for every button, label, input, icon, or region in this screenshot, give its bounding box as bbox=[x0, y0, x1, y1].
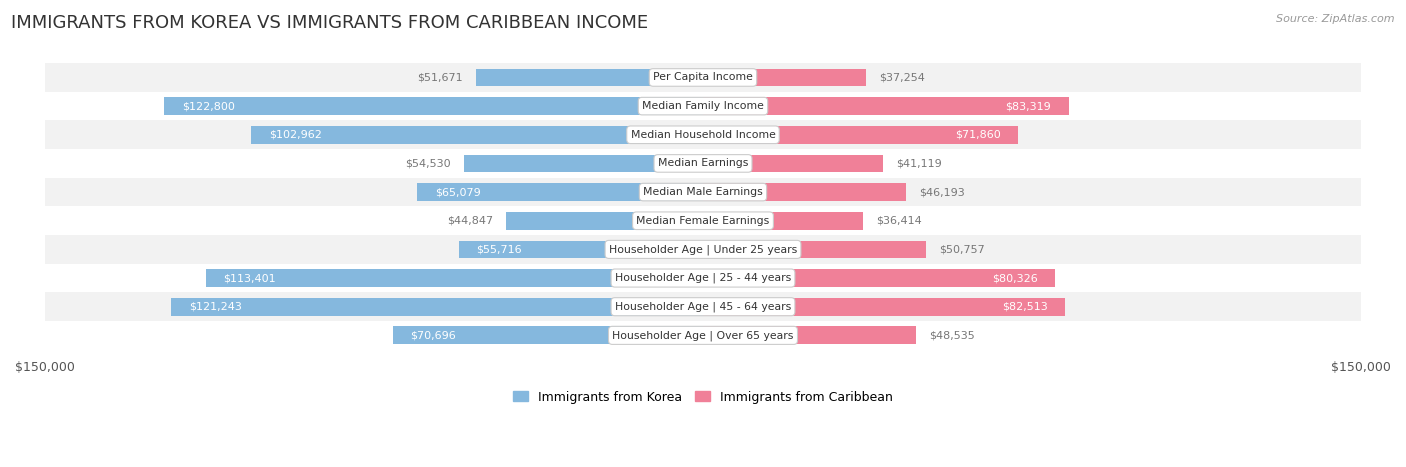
Text: $113,401: $113,401 bbox=[224, 273, 276, 283]
Text: Median Male Earnings: Median Male Earnings bbox=[643, 187, 763, 197]
Bar bbox=[172, 298, 703, 316]
Text: $41,119: $41,119 bbox=[897, 158, 942, 169]
Text: $37,254: $37,254 bbox=[880, 72, 925, 83]
Bar bbox=[165, 97, 703, 115]
Bar bbox=[477, 69, 703, 86]
Text: $46,193: $46,193 bbox=[918, 187, 965, 197]
Bar bbox=[458, 241, 703, 258]
Bar bbox=[703, 298, 1064, 316]
Text: Householder Age | 25 - 44 years: Householder Age | 25 - 44 years bbox=[614, 273, 792, 283]
Bar bbox=[703, 212, 863, 230]
Text: $122,800: $122,800 bbox=[181, 101, 235, 111]
Text: Source: ZipAtlas.com: Source: ZipAtlas.com bbox=[1277, 14, 1395, 24]
Text: $80,326: $80,326 bbox=[993, 273, 1038, 283]
Bar bbox=[45, 235, 1361, 264]
Text: $54,530: $54,530 bbox=[405, 158, 450, 169]
Bar bbox=[45, 178, 1361, 206]
Bar bbox=[703, 155, 883, 172]
Text: $121,243: $121,243 bbox=[188, 302, 242, 311]
Bar bbox=[703, 126, 1018, 144]
Bar bbox=[45, 292, 1361, 321]
Bar bbox=[45, 149, 1361, 178]
Text: IMMIGRANTS FROM KOREA VS IMMIGRANTS FROM CARIBBEAN INCOME: IMMIGRANTS FROM KOREA VS IMMIGRANTS FROM… bbox=[11, 14, 648, 32]
Bar bbox=[45, 120, 1361, 149]
Text: Median Female Earnings: Median Female Earnings bbox=[637, 216, 769, 226]
Text: Householder Age | 45 - 64 years: Householder Age | 45 - 64 years bbox=[614, 302, 792, 312]
Legend: Immigrants from Korea, Immigrants from Caribbean: Immigrants from Korea, Immigrants from C… bbox=[508, 386, 898, 409]
Text: $44,847: $44,847 bbox=[447, 216, 494, 226]
Bar bbox=[45, 321, 1361, 350]
Bar bbox=[703, 269, 1056, 287]
Text: $55,716: $55,716 bbox=[477, 244, 522, 255]
Text: $70,696: $70,696 bbox=[411, 330, 456, 340]
Text: $65,079: $65,079 bbox=[434, 187, 481, 197]
Text: Per Capita Income: Per Capita Income bbox=[652, 72, 754, 83]
Text: $83,319: $83,319 bbox=[1005, 101, 1050, 111]
Text: $36,414: $36,414 bbox=[876, 216, 922, 226]
Text: $48,535: $48,535 bbox=[929, 330, 974, 340]
Bar bbox=[703, 183, 905, 201]
Bar bbox=[703, 241, 925, 258]
Text: $82,513: $82,513 bbox=[1001, 302, 1047, 311]
Bar bbox=[45, 92, 1361, 120]
Text: $51,671: $51,671 bbox=[418, 72, 463, 83]
Bar bbox=[703, 69, 866, 86]
Bar bbox=[464, 155, 703, 172]
Bar bbox=[392, 326, 703, 344]
Bar bbox=[252, 126, 703, 144]
Bar bbox=[45, 264, 1361, 292]
Text: $71,860: $71,860 bbox=[955, 130, 1001, 140]
Text: Median Family Income: Median Family Income bbox=[643, 101, 763, 111]
Text: Median Household Income: Median Household Income bbox=[630, 130, 776, 140]
Text: $102,962: $102,962 bbox=[269, 130, 322, 140]
Text: Householder Age | Over 65 years: Householder Age | Over 65 years bbox=[612, 330, 794, 340]
Bar bbox=[418, 183, 703, 201]
Text: $50,757: $50,757 bbox=[939, 244, 984, 255]
Bar bbox=[45, 206, 1361, 235]
Text: Householder Age | Under 25 years: Householder Age | Under 25 years bbox=[609, 244, 797, 255]
Text: Median Earnings: Median Earnings bbox=[658, 158, 748, 169]
Bar bbox=[506, 212, 703, 230]
Bar bbox=[703, 97, 1069, 115]
Bar bbox=[703, 326, 915, 344]
Bar bbox=[205, 269, 703, 287]
Bar bbox=[45, 63, 1361, 92]
